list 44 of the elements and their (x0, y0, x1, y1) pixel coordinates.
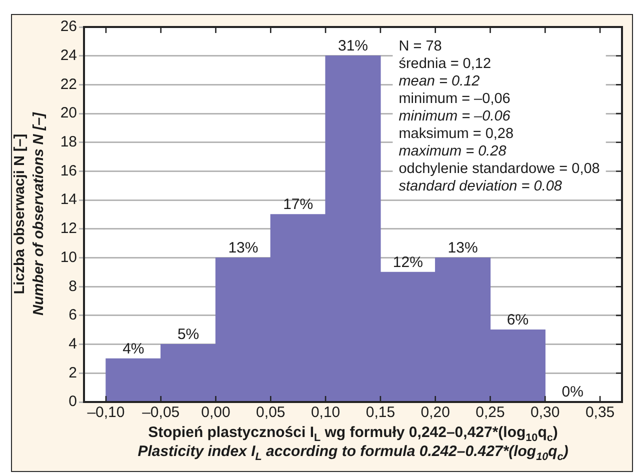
y-tick-label: 24 (60, 46, 77, 64)
y-tick-label: 18 (60, 134, 77, 151)
annotation: N = 78 (398, 38, 442, 54)
annotation: odchylenie standardowe = 0,08 (398, 160, 600, 177)
y-tick-label: 4 (68, 335, 77, 352)
annotation: standard deviation = 0.08 (398, 178, 562, 194)
annotation: minimum = –0.06 (398, 108, 512, 124)
y-tick-label: 2 (68, 364, 77, 382)
x-tick-label: 0,20 (420, 404, 450, 422)
x-tick-label: –0,10 (87, 404, 125, 422)
text: Stopień plastyczności I$_{L}$ wg formuły 0,242–0,427*(log$_{10}$q$_{c}$) Plasticity index I$_{L}$ according to formula 0.242–0.427*(log$_{10}$q$_{c}$) (138, 424, 568, 463)
annotation: mean = 0.12 (398, 73, 480, 90)
x-tick-label: 0,25 (476, 404, 505, 422)
annotation: minimum = –0,06 (398, 90, 510, 107)
annotation: 5% (177, 326, 200, 343)
y-tick-label: 20 (60, 104, 77, 122)
annotation: 13% (448, 239, 478, 256)
x-tick-label: 0,00 (201, 404, 230, 422)
annotation: 6% (506, 312, 529, 329)
x-tick-label: 0,35 (585, 404, 615, 422)
annotation: maksimum = 0,28 (398, 126, 514, 142)
annotation: 31% (338, 37, 368, 54)
y-tick-label: 16 (60, 162, 77, 180)
y-tick-label: 22 (60, 76, 77, 93)
y-tick-label: 10 (60, 248, 77, 266)
annotation: maximum = 0.28 (398, 143, 506, 160)
y-tick-label: 0 (68, 393, 77, 410)
annotation: 4% (122, 340, 144, 358)
x-tick-label: 0,10 (310, 404, 340, 422)
x-tick-label: 0,30 (530, 404, 560, 422)
annotation: średnia = 0,12 (398, 56, 492, 72)
y-tick-label: 12 (60, 220, 77, 238)
annotation: 13% (228, 239, 258, 256)
x-tick-label: 0,15 (366, 404, 396, 422)
x-tick-label: 0,05 (256, 404, 286, 422)
y-axis-title: Liczba obserwacji N [–] Number of observations N [–] (11, 112, 48, 316)
y-tick-label: 14 (60, 191, 77, 208)
y-tick-label: 26 (60, 18, 77, 36)
x-tick-label: –0,05 (142, 404, 180, 422)
annotation: 12% (392, 254, 423, 271)
annotation: 0% (562, 384, 584, 401)
annotation: 17% (283, 196, 314, 214)
y-tick-label: 6 (68, 306, 77, 324)
y-tick-label: 8 (68, 278, 77, 295)
